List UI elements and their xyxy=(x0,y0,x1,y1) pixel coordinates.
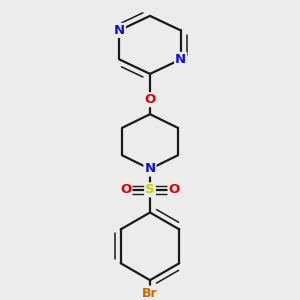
Text: S: S xyxy=(145,183,155,196)
Text: N: N xyxy=(114,24,125,37)
Text: O: O xyxy=(144,93,156,106)
Text: O: O xyxy=(120,183,131,196)
Text: N: N xyxy=(175,53,186,66)
Text: O: O xyxy=(169,183,180,196)
Text: Br: Br xyxy=(142,286,158,300)
Text: N: N xyxy=(144,163,156,176)
